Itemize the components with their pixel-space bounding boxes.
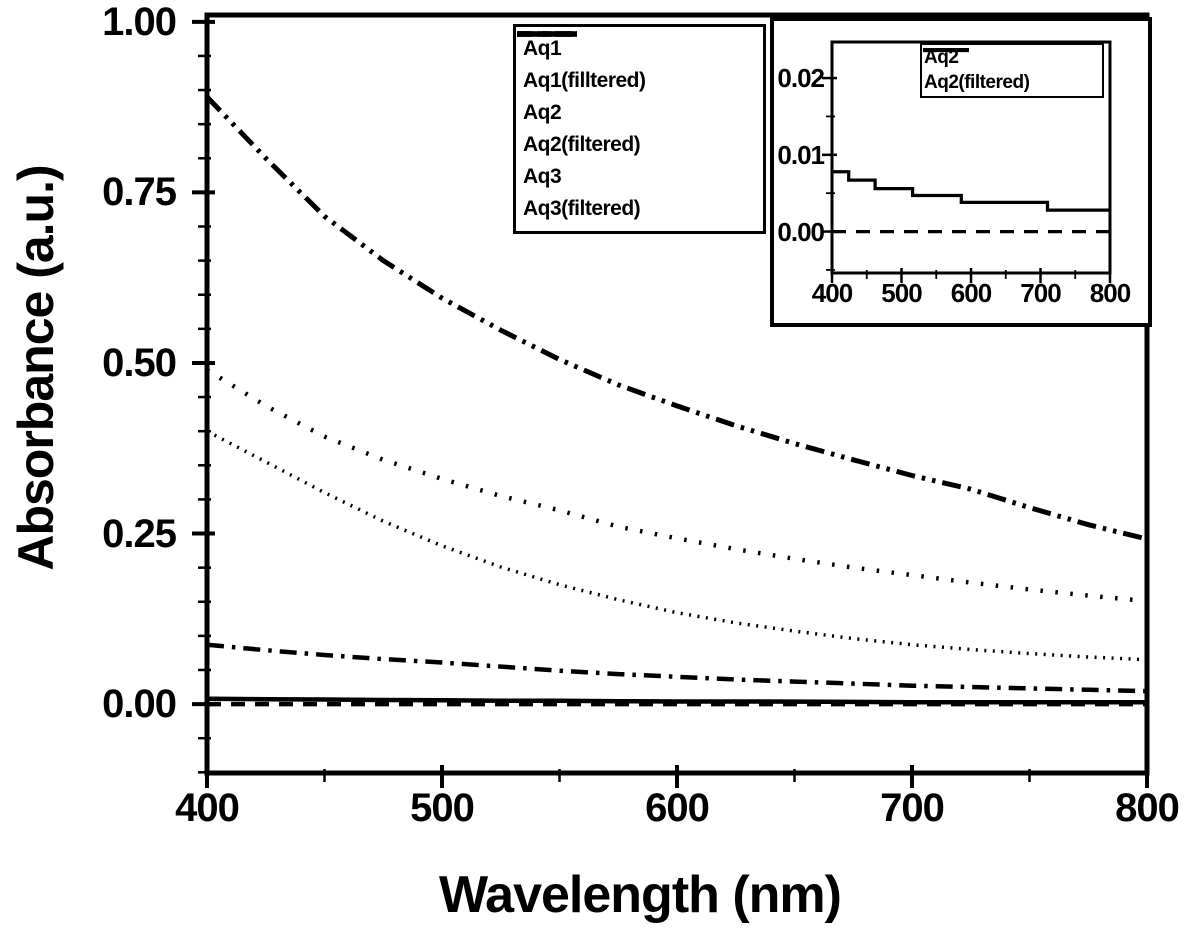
y-tick-label: 0.01 [777,139,825,170]
legend-item: Aq1 [517,31,761,61]
x-tick-label: 700 [1020,278,1061,308]
x-tick-label: 400 [811,278,853,308]
legend-label: Aq3(filtered) [523,197,641,220]
main-legend: Aq1 Aq1(filltered) Aq2 Aq2(filtered) Aq3 Aq3(… [513,24,766,234]
x-tick-label: 400 [175,786,240,830]
x-tick-label: 600 [645,786,710,830]
legend-label: Aq2(filtered) [523,133,641,156]
inset-panel: Aq2 Aq2(filtered) 400 500 600 700 800 0.00 0.01… [770,17,1152,327]
series-Aq1(filltered) [206,642,1148,694]
x-tick-label: 700 [880,786,945,830]
x-tick-label: 500 [881,278,922,308]
x-tick-label: 800 [1115,786,1180,830]
legend-item: Aq3(filtered) [517,31,761,221]
x-tick-label: 600 [950,278,992,308]
legend-label: Aq3 [523,165,562,188]
series-Aq2 [206,696,1147,705]
inset-plot-canvas [822,40,1112,283]
y-tick-label: 1.00 [102,0,177,44]
legend-label: Aq1 [523,37,562,60]
series-Aq2 [832,170,1110,212]
y-tick-label: 0.00 [777,216,825,247]
legend-item: Aq1(filltered) [517,31,761,93]
legend-item: Aq2 [517,31,761,125]
series-Aq3(filtered) [206,429,1148,662]
legend-item: Aq3 [517,31,761,189]
y-tick-label: 0.25 [102,511,177,556]
legend-label: Aq1(filltered) [523,69,646,92]
series-Aq3 [205,95,1148,542]
legend-line-sample [923,47,969,53]
legend-line-sample [517,31,577,37]
inset-legend: Aq2 Aq2(filtered) [920,43,1104,98]
legend-item: Aq2(filtered) [517,31,761,157]
x-tick-label: 800 [1089,278,1131,308]
legend-label: Aq2 [523,101,562,124]
x-tick-label: 500 [410,786,475,830]
y-tick-label: 0.02 [777,63,825,94]
y-tick-label: 0.00 [102,682,177,727]
y-tick-label: 0.50 [102,340,177,385]
y-tick-label: 0.75 [102,170,177,215]
legend-label: Aq2 [924,47,959,69]
x-axis-title: Wavelength (nm) [439,866,842,924]
legend-item: Aq2(filtered) [923,47,1102,94]
legend-label: Aq2(filtered) [924,71,1030,93]
